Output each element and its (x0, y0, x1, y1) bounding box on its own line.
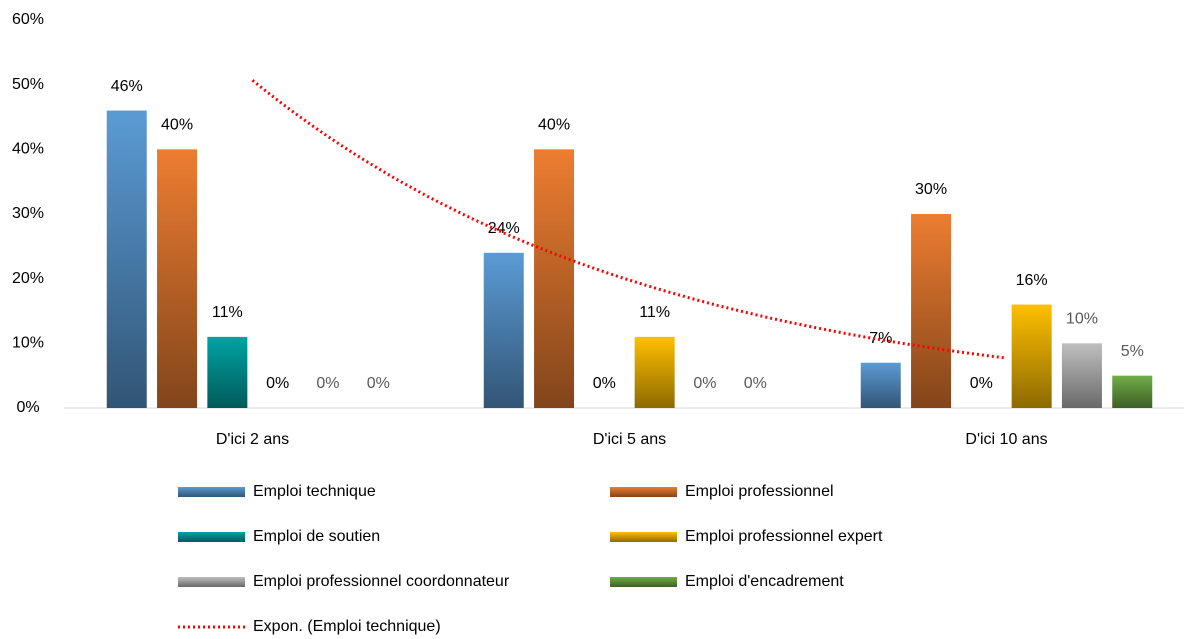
value-label: 40% (538, 117, 570, 134)
y-tick-label: 40% (12, 141, 44, 158)
value-label: 0% (970, 375, 993, 392)
bar (1011, 304, 1052, 408)
value-label: 0% (593, 375, 616, 392)
legend-label: Emploi professionnel expert (685, 528, 883, 545)
y-tick-label: 20% (12, 270, 44, 287)
x-tick-label: D'ici 5 ans (593, 431, 666, 448)
value-label: 0% (266, 375, 289, 392)
value-label: 7% (869, 330, 892, 347)
value-label: 5% (1121, 343, 1144, 360)
legend-label: Emploi technique (253, 483, 376, 500)
legend-swatch (178, 532, 245, 542)
legend-swatch (178, 577, 245, 587)
bar (483, 252, 524, 408)
legend-swatch (610, 577, 677, 587)
x-tick-label: D'ici 2 ans (216, 431, 289, 448)
legend-label: Expon. (Emploi technique) (253, 618, 441, 635)
legend-label: Emploi professionnel (685, 483, 834, 500)
y-tick-label: 0% (16, 399, 39, 416)
value-label: 10% (1066, 311, 1098, 328)
value-label: 11% (639, 304, 670, 321)
legend-swatch (178, 487, 245, 497)
value-label: 0% (693, 375, 716, 392)
value-label: 0% (316, 375, 339, 392)
value-label: 24% (488, 220, 520, 237)
value-label: 40% (161, 117, 193, 134)
value-label: 46% (111, 78, 143, 95)
value-label: 16% (1016, 272, 1048, 289)
legend-label: Emploi professionnel coordonnateur (253, 573, 510, 590)
value-label: 0% (744, 375, 767, 392)
legend-swatch (610, 532, 677, 542)
legend-swatch (610, 487, 677, 497)
y-tick-label: 60% (12, 11, 44, 28)
x-tick-label: D'ici 10 ans (965, 431, 1047, 448)
bar (207, 336, 248, 408)
value-label: 0% (367, 375, 390, 392)
trendline (251, 79, 1007, 360)
bar (634, 336, 675, 408)
bar (1061, 343, 1102, 408)
value-label: 11% (212, 304, 243, 321)
bar (860, 362, 901, 408)
bar (911, 214, 952, 408)
y-tick-label: 50% (12, 76, 44, 93)
legend-label: Emploi d'encadrement (685, 573, 844, 590)
bar (1112, 375, 1153, 408)
y-tick-label: 30% (12, 205, 44, 222)
bar (157, 149, 198, 409)
legend-label: Emploi de soutien (253, 528, 380, 545)
bar (106, 110, 147, 409)
bar (534, 149, 575, 409)
value-label: 30% (915, 181, 947, 198)
y-tick-label: 10% (12, 335, 44, 352)
